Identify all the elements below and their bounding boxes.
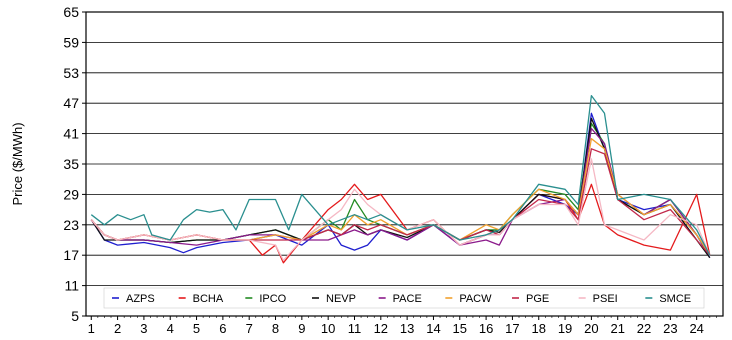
- series-line-psei: [90, 158, 711, 261]
- x-tick-label: 1: [88, 321, 95, 335]
- y-tick-label: 11: [64, 278, 79, 294]
- legend-label-pace: PACE: [393, 293, 422, 305]
- y-tick-label: 65: [63, 4, 79, 20]
- x-tick-label: 21: [610, 321, 624, 335]
- y-tick-label: 35: [63, 156, 79, 172]
- legend-label-pacw: PACW: [459, 293, 492, 305]
- series-layer: [90, 94, 711, 264]
- legend-label-pge: PGE: [526, 293, 549, 305]
- x-tick-label: 14: [426, 321, 440, 335]
- y-tick-label: 5: [71, 308, 79, 324]
- y-tick-label: 23: [63, 217, 79, 233]
- y-axis-label: Price ($/MWh): [10, 122, 25, 205]
- x-tick-label: 24: [689, 321, 703, 335]
- y-tick-label: 53: [63, 65, 79, 81]
- y-tick-label: 29: [63, 186, 79, 202]
- x-tick-label: 3: [140, 321, 147, 335]
- x-tick-label: 8: [272, 321, 279, 335]
- legend-box: [103, 287, 705, 309]
- x-tick-label: 20: [584, 321, 598, 335]
- series-line-smce: [90, 94, 711, 256]
- x-tick-label: 11: [348, 321, 362, 335]
- x-tick-label: 19: [558, 321, 572, 335]
- x-tick-label: 7: [246, 321, 253, 335]
- x-tick-label: 4: [167, 321, 174, 335]
- legend-label-bcha: BCHA: [193, 293, 224, 305]
- legend: AZPS BCHA IPCO NEVP PACE PACW PGE PSEI SMCE: [103, 287, 705, 309]
- series-line-pge: [90, 148, 711, 256]
- legend-label-psei: PSEI: [593, 293, 618, 305]
- y-tick-label: 47: [63, 95, 79, 111]
- series-line-pace: [90, 127, 711, 256]
- x-tick-label: 16: [479, 321, 493, 335]
- x-tick-label: 9: [298, 321, 305, 335]
- x-tick-label: 17: [505, 321, 519, 335]
- legend-label-azps: AZPS: [126, 293, 155, 305]
- x-tick-label: 23: [663, 321, 677, 335]
- grid-layer: [86, 11, 723, 317]
- x-tick-label: 13: [400, 321, 414, 335]
- legend-label-nevp: NEVP: [326, 293, 356, 305]
- y-tick-label: 41: [63, 126, 79, 142]
- y-tick-label: 59: [63, 34, 79, 50]
- x-tick-label: 15: [453, 321, 467, 335]
- x-tick-label: 18: [532, 321, 546, 335]
- x-tick-label: 10: [321, 321, 335, 335]
- y-tick-label: 17: [63, 247, 79, 263]
- legend-label-smce: SMCE: [659, 293, 691, 305]
- x-tick-label: 6: [219, 321, 226, 335]
- x-tick-label: 2: [114, 321, 121, 335]
- x-tick-label: 22: [637, 321, 651, 335]
- legend-label-ipco: IPCO: [259, 293, 286, 305]
- x-tick-label: 12: [374, 321, 388, 335]
- x-tick-label: 5: [193, 321, 200, 335]
